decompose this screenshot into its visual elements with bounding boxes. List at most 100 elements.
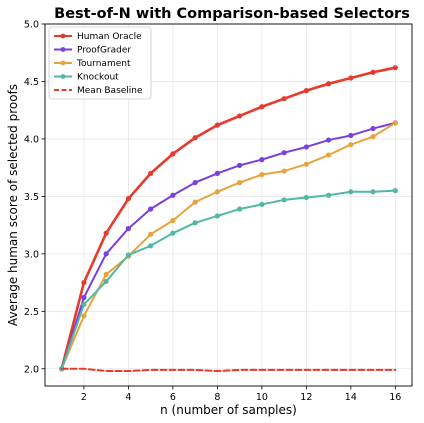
legend: Human Oracle ProofGrader Tournament Knockou… bbox=[48, 26, 152, 100]
data-point-proofgrader bbox=[170, 192, 176, 198]
data-point-proofgrader bbox=[259, 157, 265, 163]
data-point-tournament bbox=[281, 168, 287, 174]
series-line-mean-baseline bbox=[60, 367, 397, 373]
data-point-knockout bbox=[103, 278, 109, 285]
legend-marker-human-oracle bbox=[60, 33, 66, 39]
y-axis-label: Average human score of selected proofs bbox=[6, 84, 20, 326]
legend-marker-tournament bbox=[60, 60, 66, 66]
data-point-proofgrader bbox=[237, 162, 243, 168]
data-point-human-oracle bbox=[325, 81, 332, 87]
y-tick-label: 2.0 bbox=[24, 364, 39, 375]
data-point-human-oracle bbox=[370, 69, 376, 75]
data-point-proofgrader bbox=[370, 125, 376, 132]
series-mean-baseline bbox=[60, 367, 397, 373]
data-point-knockout bbox=[170, 230, 176, 236]
y-tick-label: 4.5 bbox=[24, 77, 39, 88]
data-point-proofgrader bbox=[81, 294, 87, 301]
legend-label-human-oracle: Human Oracle bbox=[77, 32, 142, 42]
data-point-tournament bbox=[259, 171, 265, 178]
x-axis-label: n (number of samples) bbox=[160, 403, 297, 417]
data-point-knockout bbox=[392, 188, 398, 194]
data-point-knockout bbox=[370, 189, 376, 195]
data-point-proofgrader bbox=[148, 206, 154, 212]
plot-frame bbox=[44, 23, 413, 387]
legend-box bbox=[48, 26, 152, 100]
data-point-tournament bbox=[103, 271, 109, 278]
data-point-knockout bbox=[281, 197, 287, 203]
x-tick-label: 16 bbox=[389, 392, 401, 403]
series-line-tournament bbox=[60, 121, 397, 370]
data-point-knockout bbox=[214, 213, 220, 219]
legend-label-mean-baseline: Mean Baseline bbox=[77, 86, 143, 96]
y-tick-label: 4.0 bbox=[24, 134, 39, 145]
x-tick-label: 2 bbox=[81, 392, 87, 403]
data-point-human-oracle bbox=[192, 135, 198, 141]
series-human-oracle bbox=[59, 65, 398, 372]
data-point-knockout bbox=[125, 252, 132, 258]
data-point-knockout bbox=[348, 189, 354, 195]
data-point-knockout bbox=[81, 301, 87, 308]
y-tick-label: 2.5 bbox=[24, 307, 39, 318]
data-point-human-oracle bbox=[348, 75, 354, 81]
data-point-human-oracle bbox=[170, 151, 176, 157]
series-knockout bbox=[59, 188, 398, 372]
y-tick-label: 3.0 bbox=[24, 249, 39, 260]
legend-marker-knockout bbox=[60, 74, 66, 79]
data-point-tournament bbox=[370, 134, 376, 140]
x-tick-label: 6 bbox=[170, 392, 176, 403]
x-tick-label: 10 bbox=[256, 392, 268, 403]
data-point-human-oracle bbox=[125, 196, 132, 202]
data-point-proofgrader bbox=[348, 132, 354, 139]
data-point-tournament bbox=[392, 120, 398, 126]
data-point-human-oracle bbox=[303, 88, 309, 94]
data-point-human-oracle bbox=[237, 113, 243, 119]
data-point-proofgrader bbox=[214, 170, 220, 176]
data-point-tournament bbox=[148, 231, 154, 237]
data-point-knockout bbox=[237, 206, 243, 212]
chart-title: Best-of-N with Comparison-based Selector… bbox=[54, 6, 410, 22]
data-point-proofgrader bbox=[103, 251, 109, 257]
legend-marker-proofgrader bbox=[60, 47, 66, 52]
legend-label-tournament: Tournament bbox=[76, 59, 131, 69]
data-point-tournament bbox=[237, 179, 243, 186]
data-point-human-oracle bbox=[214, 122, 220, 128]
legend-item-proofgrader: ProofGrader bbox=[54, 46, 131, 56]
x-tick-label: 12 bbox=[300, 392, 312, 403]
data-point-knockout bbox=[192, 220, 198, 226]
data-point-tournament bbox=[81, 313, 87, 319]
legend-item-mean-baseline: Mean Baseline bbox=[54, 86, 143, 96]
data-point-human-oracle bbox=[103, 230, 109, 236]
data-point-human-oracle bbox=[148, 170, 154, 176]
x-tick-label: 14 bbox=[345, 392, 357, 403]
x-tick-label: 8 bbox=[214, 392, 220, 403]
data-point-tournament bbox=[348, 142, 354, 148]
series-line-proofgrader bbox=[60, 121, 397, 370]
data-point-human-oracle bbox=[81, 279, 87, 286]
data-point-human-oracle bbox=[259, 104, 265, 110]
y-tick-label: 3.5 bbox=[24, 192, 39, 203]
data-point-tournament bbox=[303, 161, 309, 167]
data-point-knockout bbox=[259, 201, 265, 208]
data-point-proofgrader bbox=[125, 225, 132, 232]
legend-item-knockout: Knockout bbox=[54, 73, 119, 83]
data-point-knockout bbox=[325, 192, 332, 198]
series-layer bbox=[59, 65, 398, 373]
series-line-human-oracle bbox=[60, 66, 397, 371]
x-tick-label: 4 bbox=[125, 392, 131, 403]
legend-item-human-oracle: Human Oracle bbox=[54, 32, 142, 42]
data-point-tournament bbox=[170, 217, 176, 224]
legend-item-tournament: Tournament bbox=[54, 59, 131, 69]
data-point-proofgrader bbox=[281, 150, 287, 156]
data-point-knockout bbox=[148, 243, 154, 249]
y-tick-label: 5.0 bbox=[24, 20, 39, 31]
legend-label-proofgrader: ProofGrader bbox=[77, 46, 131, 56]
data-point-proofgrader bbox=[325, 137, 332, 143]
series-line-knockout bbox=[60, 189, 397, 370]
legend-label-knockout: Knockout bbox=[77, 73, 119, 83]
data-point-human-oracle bbox=[392, 65, 398, 71]
tick-layer: 2 4 6 8 10 12 14 16 2.0 2.5 3.0 3.5 4.0 4.5 5.0 bbox=[24, 20, 401, 404]
data-point-tournament bbox=[192, 199, 198, 205]
data-point-tournament bbox=[214, 189, 220, 195]
